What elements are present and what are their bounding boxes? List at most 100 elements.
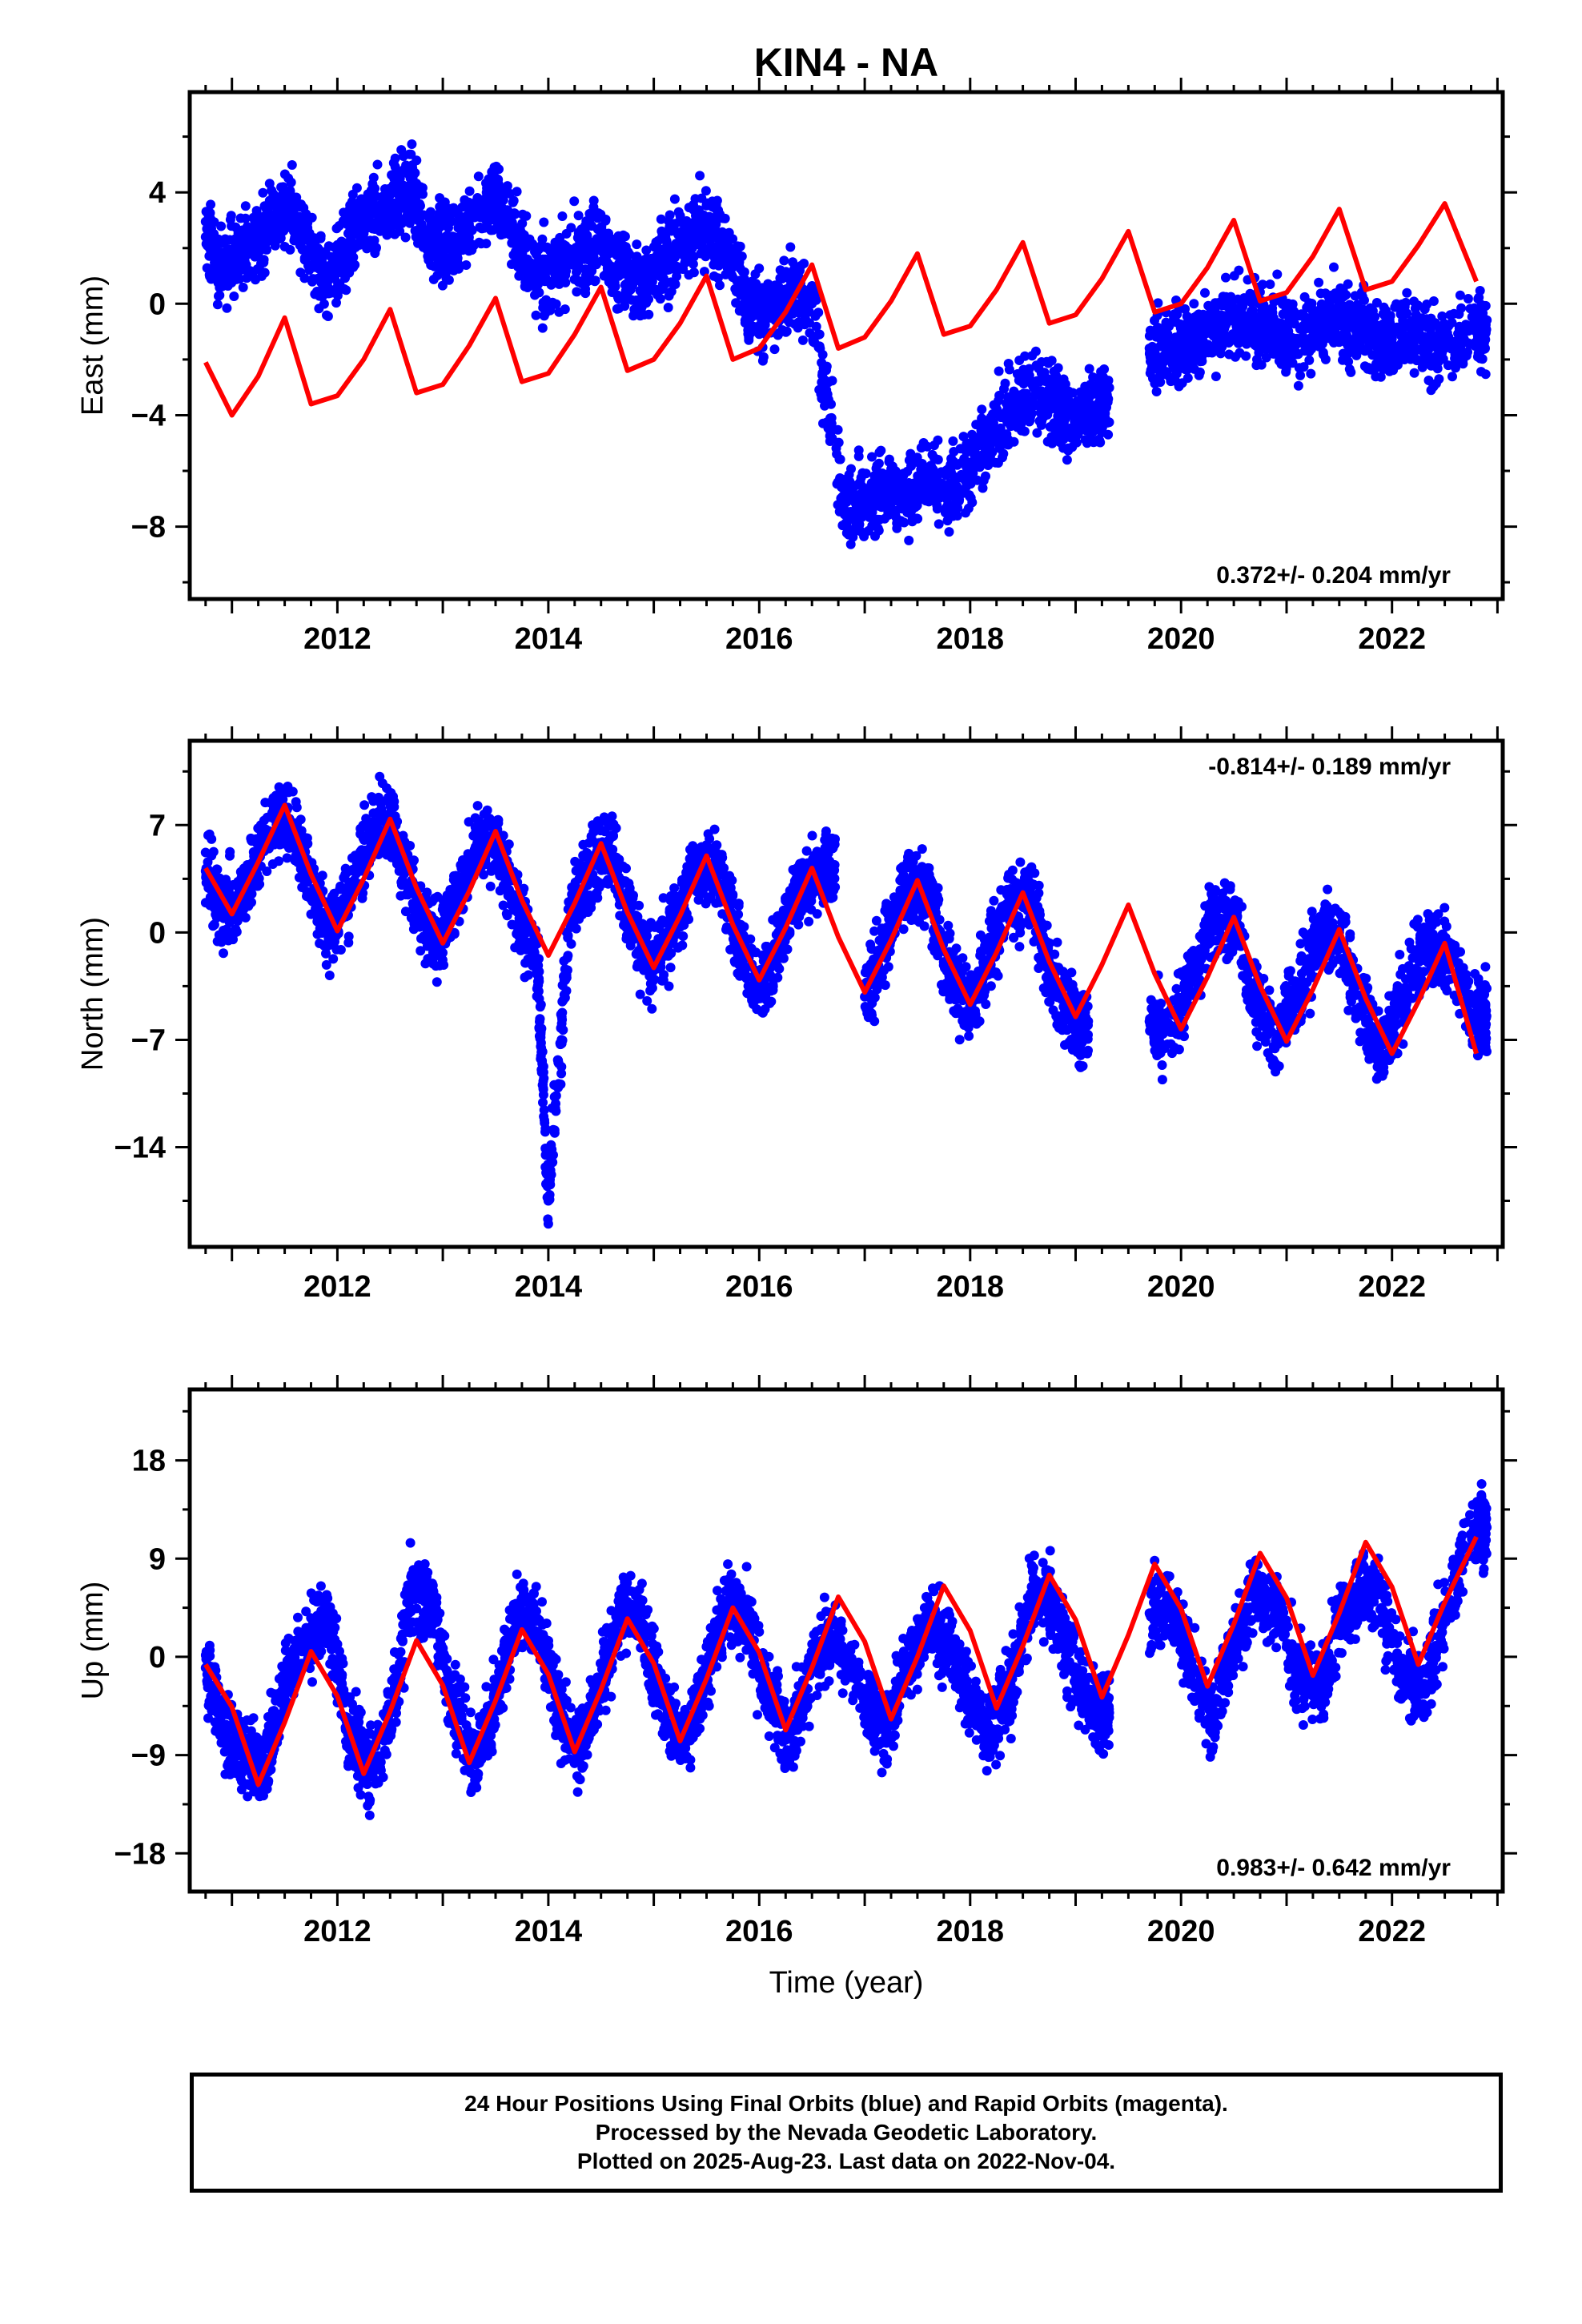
east-point [245,239,255,250]
east-point [807,299,817,309]
east-point [1046,380,1056,391]
east-point [934,519,944,529]
east-point [590,275,600,286]
east-point [1093,436,1103,447]
east-point [1039,368,1050,378]
east-point [1150,378,1160,388]
east-point [1376,340,1387,351]
east-point [225,275,235,285]
east-point [774,302,785,312]
east-point [832,449,842,459]
east-point [428,235,437,245]
north-point [247,897,256,907]
east-point [372,159,383,170]
east-point [690,194,701,204]
east-point [1399,343,1410,353]
east-point [1378,308,1388,319]
east-point [560,304,570,315]
east-point [839,508,849,518]
east-point [883,510,893,521]
east-point [447,216,457,227]
east-point [1387,337,1397,348]
east-point [200,216,211,227]
north-point [262,866,272,876]
east-point [347,196,357,207]
east-point [994,366,1004,376]
east-point [994,396,1004,406]
east-point [881,489,891,500]
east-point [1357,292,1367,302]
east-point [659,257,669,267]
east-point [1304,355,1315,365]
east-point [932,504,942,514]
east-point [1428,296,1439,306]
east-point [1314,341,1324,352]
east-point [388,220,399,231]
east-point [1262,331,1272,341]
east-point [222,303,232,313]
east-x-tick-label: 2018 [937,622,1005,656]
east-point [1447,317,1457,328]
east-point [388,180,399,191]
east-point [239,255,250,266]
east-point [935,493,945,503]
east-point [1301,318,1311,328]
east-point [560,242,571,252]
east-point [871,515,881,525]
east-point [702,198,712,208]
east-point [620,231,630,242]
east-point [720,213,730,223]
east-point [722,248,733,259]
north-point [322,941,332,951]
east-point [681,219,691,229]
north-point [231,927,242,937]
east-point [845,476,855,487]
east-point [491,198,501,208]
east-point [245,248,255,259]
east-point [597,255,608,266]
north-point [269,839,279,850]
east-plot-frame [187,90,1505,601]
east-point [1007,404,1018,415]
east-point [871,463,881,473]
east-point [539,217,549,227]
east-point [701,218,712,228]
east-point [644,266,654,276]
north-point [321,948,331,959]
east-point [1145,368,1155,378]
north-point [343,938,354,948]
east-point [437,210,448,220]
east-point [1189,299,1199,309]
east-point [979,428,990,438]
east-point [237,243,247,253]
east-point [1194,370,1204,380]
east-point [1103,376,1114,386]
north-point [253,881,263,891]
east-point [554,263,564,273]
east-point [644,294,654,304]
east-point [1481,324,1492,335]
east-point [493,215,504,226]
east-point [977,404,987,415]
east-point [1399,355,1410,364]
east-point [765,312,775,323]
east-point [291,192,302,203]
east-point [545,305,556,316]
east-point [267,210,278,220]
east-point [1346,367,1356,377]
east-point [300,226,311,236]
east-point [731,298,741,308]
east-point [641,245,652,255]
east-point [990,457,1001,468]
east-point [229,292,239,301]
east-point [314,304,324,314]
east-point [715,280,725,291]
north-point [317,870,327,881]
east-point [650,252,661,263]
east-point [799,259,809,268]
east-point [509,208,520,219]
east-point [744,299,754,309]
east-point [1428,380,1439,391]
east-point [1320,288,1331,299]
